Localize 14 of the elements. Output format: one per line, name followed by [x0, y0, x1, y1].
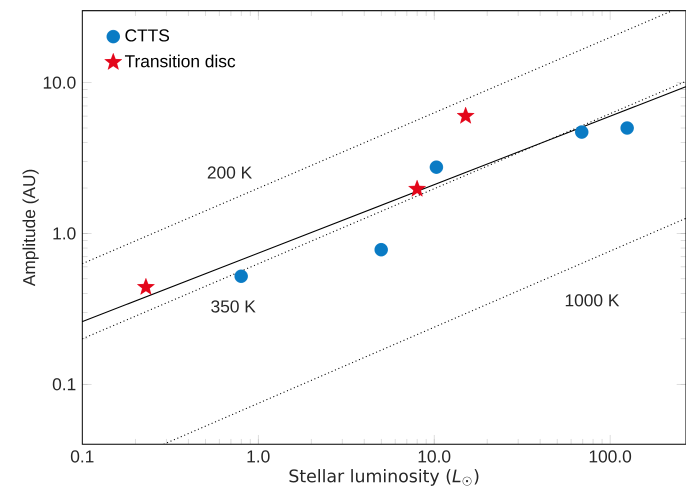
series-label: 200 K [208, 166, 252, 179]
x-tick-label: 10.0 [418, 450, 450, 463]
x-axis-title: Stellar luminosity (L$_{☉}$) [289, 469, 478, 486]
series-label: 1000 K [566, 294, 620, 306]
x-tick-label: 0.1 [70, 450, 94, 463]
x-tick-label: 100.0 [590, 450, 632, 463]
x-tick-label: 1.0 [247, 450, 270, 463]
legend-label: CTTS [125, 29, 170, 42]
y-axis-title: Amplitude (AU) [22, 170, 39, 286]
y-tick-label: 10.0 [44, 76, 76, 89]
series-label: 350 K [211, 300, 256, 313]
legend-label: Transition disc [124, 54, 236, 68]
y-tick-label: 0.1 [52, 378, 76, 390]
y-tick-label: 1.0 [53, 227, 76, 240]
